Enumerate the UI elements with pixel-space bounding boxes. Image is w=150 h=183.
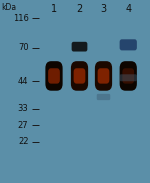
- Text: 4: 4: [125, 4, 131, 14]
- Text: 70: 70: [18, 43, 28, 52]
- FancyBboxPatch shape: [120, 39, 137, 50]
- FancyBboxPatch shape: [97, 94, 110, 100]
- Text: 44: 44: [18, 77, 28, 86]
- FancyBboxPatch shape: [120, 61, 137, 91]
- Text: 22: 22: [18, 137, 28, 146]
- Text: 1: 1: [51, 4, 57, 14]
- FancyBboxPatch shape: [120, 74, 137, 81]
- Text: 33: 33: [18, 104, 28, 113]
- FancyBboxPatch shape: [122, 68, 134, 84]
- Text: 116: 116: [13, 14, 28, 23]
- FancyBboxPatch shape: [74, 68, 85, 84]
- FancyBboxPatch shape: [71, 61, 88, 91]
- FancyBboxPatch shape: [45, 61, 63, 91]
- FancyBboxPatch shape: [48, 68, 60, 84]
- FancyBboxPatch shape: [98, 68, 109, 84]
- Text: kDa: kDa: [1, 3, 16, 12]
- Text: 2: 2: [76, 4, 83, 14]
- Text: 27: 27: [18, 121, 28, 130]
- Text: 3: 3: [100, 4, 106, 14]
- FancyBboxPatch shape: [72, 42, 87, 52]
- FancyBboxPatch shape: [95, 61, 112, 91]
